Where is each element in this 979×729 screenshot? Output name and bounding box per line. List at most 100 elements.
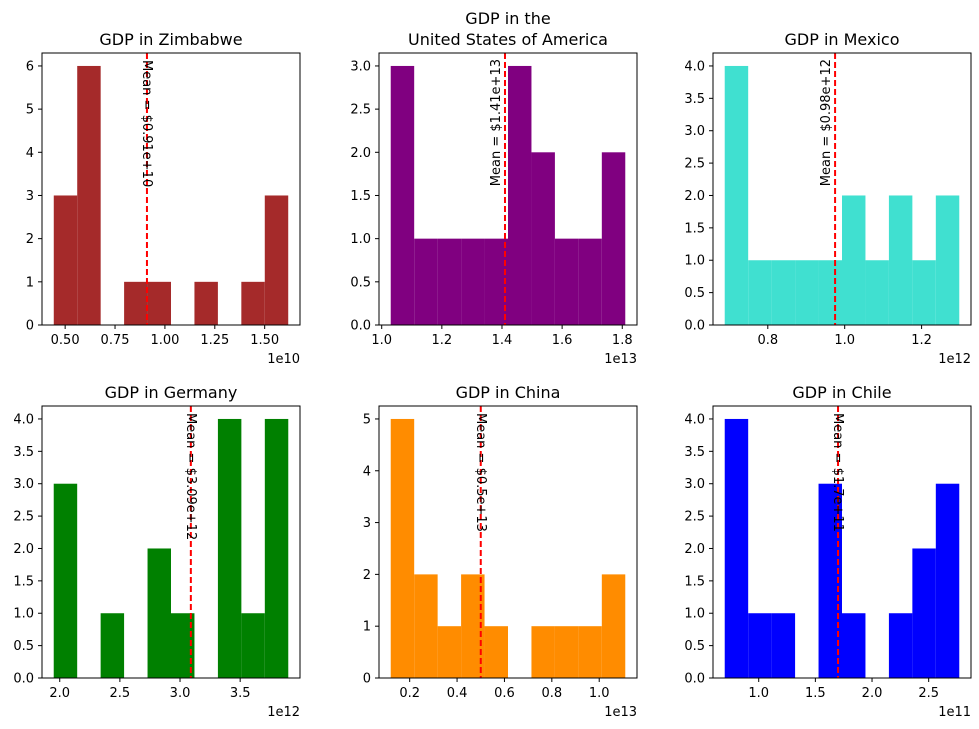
y-tick-label: 1.5 — [684, 574, 705, 589]
x-tick-label: 0.50 — [51, 333, 80, 348]
subplot-title: GDP in Chile — [792, 383, 891, 402]
subplot-2: Mean = $0.98e+12 0.8 1.0 1.2 0.0 0.5 1.0 1.5 2.0… — [684, 30, 972, 367]
histogram-bar — [935, 195, 960, 325]
x-tick-label: 1.4 — [492, 333, 513, 348]
y-tick-label: 0.5 — [684, 286, 705, 301]
axes-frame — [712, 52, 972, 326]
y-tick-label: 4.0 — [13, 412, 34, 427]
subplot-3: Mean = $3.09e+12 2.0 2.5 3.0 3.5 0.0 0.5 1.0 1.5… — [13, 383, 301, 720]
histogram-bar — [888, 195, 913, 325]
x-tick-label: 1.0 — [371, 333, 392, 348]
subplot-1: Mean = $1.41e+13 1.0 1.2 1.4 1.6 1.8 0.0 0.5 1.0… — [350, 9, 638, 367]
y-tick-label: 0.5 — [684, 639, 705, 654]
histogram-bar — [724, 65, 749, 325]
x-tick-label: 1.2 — [911, 333, 932, 348]
x-tick-label: 1.5 — [805, 686, 826, 701]
x-tick-label: 0.4 — [447, 686, 468, 701]
histogram-bar — [147, 281, 171, 325]
x-tick-label: 2.5 — [918, 686, 939, 701]
histogram-bar — [390, 65, 415, 325]
histogram-bar — [601, 574, 626, 678]
subplot-title: GDP in Germany — [105, 383, 238, 402]
y-tick-label: 4.0 — [684, 412, 705, 427]
histogram-bar — [578, 238, 602, 325]
x-axis-offset-label: 1e10 — [267, 352, 300, 367]
x-tick-label: 0.8 — [757, 333, 778, 348]
y-tick-label: 1 — [363, 620, 371, 635]
histogram-bar — [484, 238, 508, 325]
histogram-bar — [217, 418, 242, 678]
histogram-bar — [554, 238, 579, 325]
histogram-bar — [264, 418, 289, 678]
histogram-bar — [771, 260, 796, 325]
histogram-bar — [53, 483, 78, 678]
histogram-bar — [578, 626, 602, 678]
histogram-bar — [414, 238, 438, 325]
subplot-title: United States of America — [408, 30, 608, 49]
y-tick-label: 1.0 — [13, 607, 34, 622]
x-tick-label: 1.8 — [612, 333, 633, 348]
y-tick-label: 3 — [363, 516, 371, 531]
y-tick-label: 3.0 — [350, 59, 371, 74]
y-tick-label: 5 — [26, 103, 34, 118]
histogram-bar — [171, 613, 195, 678]
x-tick-label: 3.5 — [230, 686, 251, 701]
histogram-bar — [771, 613, 796, 678]
axes-frame — [712, 405, 972, 679]
histogram-bar — [748, 260, 772, 325]
y-tick-label: 0.0 — [684, 672, 705, 687]
mean-label: Mean = $0.98e+12 — [819, 59, 834, 186]
y-tick-label: 2.0 — [684, 542, 705, 557]
axes-frame — [378, 52, 638, 326]
x-tick-label: 1.0 — [834, 333, 855, 348]
histogram-bar — [437, 626, 462, 678]
y-tick-label: 1.5 — [350, 189, 371, 204]
subplot-5: Mean = $1.7e+11 1.0 1.5 2.0 2.5 0.0 0.5 1.0 1.5 2… — [684, 383, 972, 720]
x-tick-label: 0.75 — [101, 333, 130, 348]
y-tick-label: 2 — [26, 232, 34, 247]
y-tick-label: 1.0 — [684, 254, 705, 269]
x-tick-label: 1.50 — [250, 333, 279, 348]
x-tick-label: 2.0 — [862, 686, 883, 701]
histogram-bar — [601, 152, 626, 325]
histogram-bar — [100, 613, 125, 678]
mean-label: Mean = $0.91e+10 — [139, 60, 154, 187]
y-tick-label: 0.0 — [13, 672, 34, 687]
y-tick-label: 5 — [363, 412, 371, 427]
x-tick-label: 1.2 — [432, 333, 453, 348]
x-tick-label: 1.25 — [200, 333, 229, 348]
histogram-bar — [818, 483, 842, 678]
x-tick-label: 0.6 — [494, 686, 515, 701]
x-tick-label: 1.00 — [150, 333, 179, 348]
y-tick-label: 3 — [26, 189, 34, 204]
y-tick-label: 0 — [363, 672, 371, 687]
histogram-bar — [554, 626, 579, 678]
histogram-bar — [241, 281, 265, 325]
y-tick-label: 1.0 — [684, 607, 705, 622]
y-tick-label: 3.5 — [13, 445, 34, 460]
histogram-bar — [912, 548, 936, 678]
histogram-bar — [414, 574, 438, 678]
subplot-4: Mean = $0.5e+13 0.2 0.4 0.6 0.8 1.0 0 1 2 3 4 5 1e13… — [363, 383, 638, 720]
histogram-bar — [241, 613, 265, 678]
histogram-bar — [437, 238, 462, 325]
subplot-title: GDP in Zimbabwe — [99, 30, 242, 49]
y-tick-label: 0.0 — [350, 319, 371, 334]
y-tick-label: 1 — [26, 275, 34, 290]
subplot-0: Mean = $0.91e+10 0.50 0.75 1.00 1.25 1.50 0 1 2 3… — [26, 30, 301, 367]
x-axis-offset-label: 1e11 — [938, 705, 971, 720]
y-tick-label: 0 — [26, 319, 34, 334]
y-tick-label: 4 — [363, 464, 371, 479]
x-axis-offset-label: 1e12 — [267, 705, 300, 720]
histogram-bar — [531, 626, 555, 678]
x-axis-offset-label: 1e12 — [938, 352, 971, 367]
y-tick-label: 3.0 — [13, 477, 34, 492]
y-tick-label: 3.0 — [684, 477, 705, 492]
subplot-title: GDP in China — [456, 383, 561, 402]
y-tick-label: 2.0 — [13, 542, 34, 557]
subplot-title: GDP in the — [465, 9, 550, 28]
x-tick-label: 1.0 — [589, 686, 610, 701]
mean-label: Mean = $1.41e+13 — [489, 59, 504, 186]
y-tick-label: 0.0 — [684, 319, 705, 334]
